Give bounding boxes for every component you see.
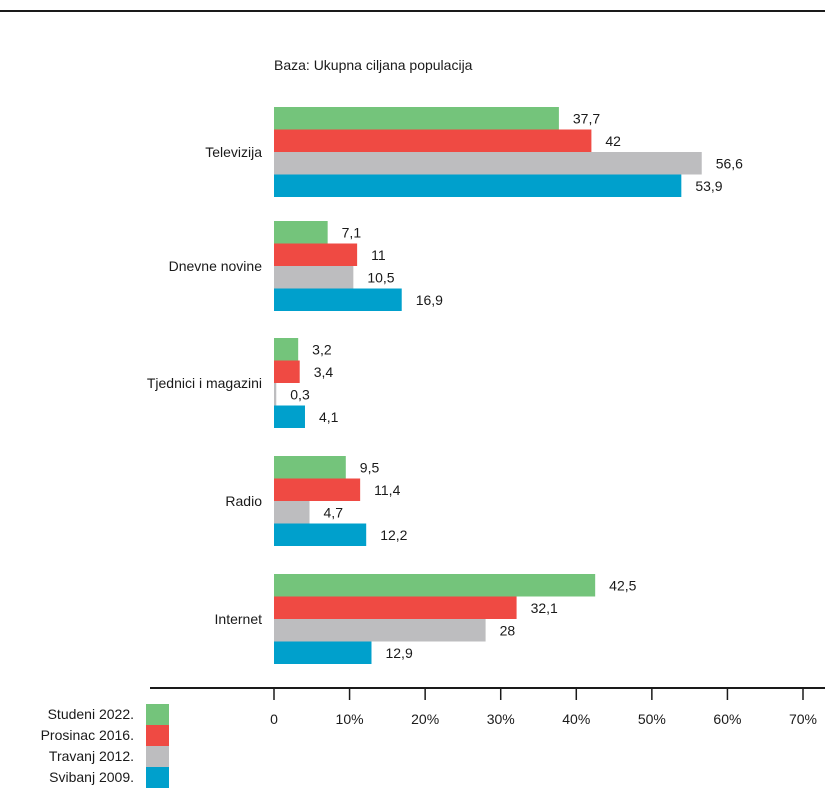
category-label-tjednici-i-magazini: Tjednici i magazini [147,375,262,391]
data-label: 42,5 [609,577,636,593]
bar-internet-studeni-2022 [274,574,596,597]
data-label: 53,9 [695,178,722,194]
legend-swatch [146,767,169,788]
legend-item-svibanj-2009: Svibanj 2009. [0,767,170,788]
bar-radio-studeni-2022 [274,456,346,479]
legend-label: Studeni 2022. [47,706,134,722]
data-label: 12,2 [380,527,407,543]
x-axis-ticks: 0 10% 20% 30% 40% 50% 60% 70% [270,688,817,727]
bar-radio-svibanj-2009 [274,523,367,546]
legend-label: Svibanj 2009. [49,769,134,785]
category-label-dnevne-novine: Dnevne novine [169,258,263,274]
bar-internet-svibanj-2009 [274,641,372,664]
data-label: 42 [605,133,621,149]
x-tick-label: 60% [713,711,741,727]
bar-tjednici-i-magazini-studeni-2022 [274,338,299,361]
bars-group: Televizija 37,7 42 56,6 53,9 Dnevne novine 7,1… [147,107,743,664]
bar-dnevne-novine-prosinac-2016 [274,243,358,266]
x-tick-label: 10% [336,711,364,727]
data-label: 7,1 [342,224,362,240]
legend-swatch [146,725,169,746]
bar-internet-travanj-2012 [274,619,486,642]
data-label: 37,7 [573,110,600,126]
bar-tjednici-i-magazini-travanj-2012 [274,383,277,406]
data-label: 56,6 [716,155,743,171]
x-tick-label: 30% [487,711,515,727]
data-label: 10,5 [367,269,394,285]
legend-item-prosinac-2016: Prosinac 2016. [0,725,170,746]
legend-swatch [146,704,169,725]
bar-internet-prosinac-2016 [274,596,517,619]
legend-item-studeni-2022: Studeni 2022. [0,704,170,725]
legend-label: Prosinac 2016. [40,727,134,743]
data-label: 12,9 [385,645,412,661]
data-label: 4,1 [319,409,339,425]
bar-tjednici-i-magazini-prosinac-2016 [274,360,300,383]
legend-swatch [146,746,169,767]
data-label: 16,9 [416,292,443,308]
bar-radio-prosinac-2016 [274,478,361,501]
x-tick-label: 0 [270,711,278,727]
category-label-radio: Radio [225,493,262,509]
x-tick-label: 40% [562,711,590,727]
data-label: 28 [500,622,516,638]
data-label: 9,5 [360,459,380,475]
bar-radio-travanj-2012 [274,501,310,524]
bar-televizija-prosinac-2016 [274,129,592,152]
data-label: 3,2 [312,341,332,357]
data-label: 0,3 [290,386,310,402]
data-label: 11,4 [374,482,400,498]
chart-subtitle: Baza: Ukupna ciljana populacija [274,57,473,73]
x-tick-label: 70% [789,711,817,727]
data-label: 32,1 [531,600,558,616]
bar-dnevne-novine-studeni-2022 [274,221,328,244]
bar-televizija-travanj-2012 [274,152,702,175]
x-tick-label: 50% [638,711,666,727]
bar-televizija-studeni-2022 [274,107,559,130]
bar-tjednici-i-magazini-svibanj-2009 [274,405,305,428]
bar-televizija-svibanj-2009 [274,174,682,197]
data-label: 3,4 [314,364,334,380]
data-label: 11 [371,247,386,263]
legend-item-travanj-2012: Travanj 2012. [0,746,170,767]
category-label-internet: Internet [215,611,263,627]
category-label-televizija: Televizija [205,144,262,160]
legend-label: Travanj 2012. [48,748,134,764]
bar-dnevne-novine-travanj-2012 [274,266,354,289]
x-tick-label: 20% [411,711,439,727]
data-label: 4,7 [324,504,344,520]
bar-dnevne-novine-svibanj-2009 [274,288,402,311]
